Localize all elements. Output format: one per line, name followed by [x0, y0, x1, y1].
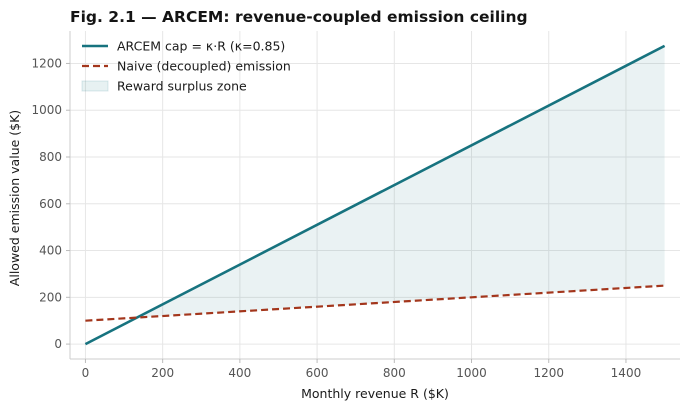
- y-tick-label: 1200: [31, 56, 62, 70]
- legend-label: ARCEM cap = κ·R (κ=0.85): [117, 39, 285, 54]
- y-tick-label: 1000: [31, 103, 62, 117]
- legend-item-reward-surplus-zone: Reward surplus zone: [81, 79, 247, 94]
- x-tick-label: 400: [228, 366, 251, 380]
- axes: [69, 31, 680, 360]
- legend-label: Reward surplus zone: [117, 79, 247, 94]
- x-tick-label: 0: [82, 366, 90, 380]
- x-axis-label: Monthly revenue R ($K): [301, 386, 449, 401]
- y-ticks: 0 200 400 600 800 1000 1200: [31, 56, 70, 351]
- grid: [70, 31, 680, 359]
- x-tick-label: 600: [306, 366, 329, 380]
- legend: ARCEM cap = κ·R (κ=0.85) Naive (decoupled…: [81, 39, 291, 94]
- series-lines: [84, 44, 666, 346]
- y-tick-label: 200: [39, 290, 62, 304]
- y-tick-label: 800: [39, 150, 62, 164]
- arcem-cap-line: [84, 44, 666, 346]
- x-tick-label: 1000: [456, 366, 487, 380]
- y-tick-label: 400: [39, 244, 62, 258]
- y-tick-label: 0: [54, 337, 62, 351]
- x-tick-label: 200: [151, 366, 174, 380]
- y-axis-label: Allowed emission value ($K): [7, 110, 22, 286]
- x-ticks: 0 200 400 600 800 1000 1200 1400: [82, 359, 642, 380]
- y-tick-label: 600: [39, 197, 62, 211]
- legend-item-arcem-cap: ARCEM cap = κ·R (κ=0.85): [82, 39, 285, 54]
- x-tick-label: 800: [383, 366, 406, 380]
- x-tick-label: 1400: [611, 366, 642, 380]
- legend-label: Naive (decoupled) emission: [117, 59, 291, 74]
- chart-title: Fig. 2.1 — ARCEM: revenue-coupled emissi…: [70, 8, 528, 26]
- x-tick-label: 1200: [533, 366, 564, 380]
- naive-emission-line: [85, 284, 665, 322]
- legend-swatch: [81, 80, 109, 92]
- legend-item-naive-emission: Naive (decoupled) emission: [82, 59, 291, 74]
